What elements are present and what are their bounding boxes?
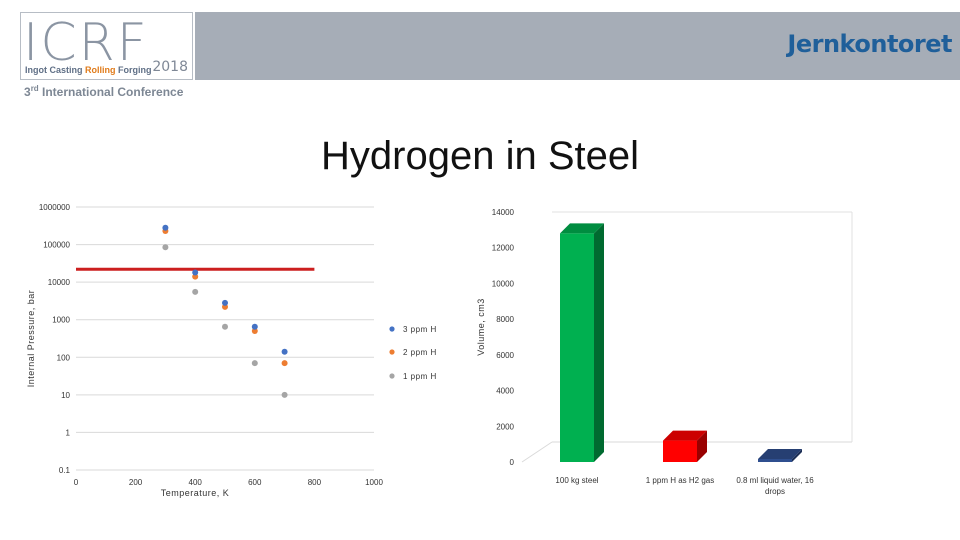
bar-front bbox=[663, 440, 697, 462]
conference-subtitle: 3rd International Conference bbox=[24, 84, 183, 99]
bar-category-label-line2: drops bbox=[765, 487, 785, 496]
scatter-y-tick-label: 0.1 bbox=[59, 466, 71, 475]
bar-side bbox=[792, 449, 802, 462]
scatter-y-axis-label: Internal Pressure, bar bbox=[26, 290, 36, 388]
logo-tagline: Ingot Casting Rolling Forging bbox=[25, 65, 152, 75]
scatter-y-tick-label: 10 bbox=[61, 391, 70, 400]
bar-floor-edge bbox=[521, 441, 553, 463]
logo-letters: ICRF bbox=[23, 13, 149, 73]
bar-front bbox=[758, 459, 792, 462]
bar-category-label: 0.8 ml liquid water, 16 bbox=[736, 476, 814, 485]
scatter-point bbox=[192, 288, 199, 295]
slide-title: Hydrogen in Steel bbox=[321, 134, 639, 178]
bar-y-tick-label: 8000 bbox=[496, 315, 514, 324]
bar-y-tick-label: 12000 bbox=[492, 244, 515, 253]
banner-background: Jernkontoret bbox=[195, 12, 960, 80]
conference-ordinal: rd bbox=[30, 84, 39, 93]
scatter-point bbox=[222, 323, 228, 330]
scatter-x-tick-label: 600 bbox=[248, 478, 262, 487]
logo-year: 2018 bbox=[152, 59, 188, 75]
bar-top bbox=[663, 430, 707, 441]
scatter-point bbox=[281, 391, 288, 398]
scatter-y-tick-label: 100000 bbox=[43, 241, 70, 250]
scatter-y-tick-label: 1 bbox=[66, 428, 71, 437]
bar-y-tick-label: 2000 bbox=[496, 422, 514, 431]
scatter-legend-label: 2 ppm H bbox=[403, 348, 437, 357]
bar-y-tick-label: 6000 bbox=[496, 351, 514, 360]
scatter-y-tick-label: 1000000 bbox=[39, 203, 71, 212]
bar-y-tick-label: 0 bbox=[510, 458, 515, 467]
bar-front bbox=[560, 233, 594, 462]
bar-y-axis-label: Volume, cm3 bbox=[476, 298, 486, 356]
scatter-x-tick-label: 200 bbox=[129, 478, 143, 487]
scatter-point bbox=[192, 269, 199, 276]
bar-side bbox=[594, 223, 604, 462]
scatter-point bbox=[162, 224, 169, 231]
scatter-point bbox=[281, 360, 288, 367]
conference-number: 3 bbox=[24, 85, 31, 99]
bar-y-tick-label: 10000 bbox=[492, 279, 515, 288]
tagline-part-3: Forging bbox=[115, 65, 152, 75]
header-banner: Jernkontoret ICRF 2018 Ingot Casting Rol… bbox=[0, 12, 960, 80]
scatter-legend-marker bbox=[389, 349, 395, 355]
bar-category-label: 100 kg steel bbox=[555, 476, 598, 485]
bar-top bbox=[560, 223, 604, 234]
scatter-y-tick-label: 1000 bbox=[52, 316, 70, 325]
scatter-point bbox=[251, 360, 258, 367]
scatter-legend-marker bbox=[389, 373, 395, 379]
scatter-point bbox=[251, 328, 258, 335]
scatter-point bbox=[192, 273, 199, 280]
bar-category-label: 1 ppm H as H2 gas bbox=[646, 476, 714, 485]
bar-y-tick-label: 14000 bbox=[492, 208, 515, 217]
scatter-point bbox=[251, 323, 258, 330]
scatter-x-tick-label: 800 bbox=[308, 478, 322, 487]
scatter-point bbox=[281, 348, 288, 355]
brand-logo: Jernkontoret bbox=[787, 30, 952, 58]
scatter-y-tick-label: 10000 bbox=[48, 278, 71, 287]
scatter-x-tick-label: 0 bbox=[74, 478, 79, 487]
bar-top bbox=[758, 449, 802, 459]
conference-name: International Conference bbox=[38, 85, 184, 99]
scatter-legend-label: 1 ppm H bbox=[403, 372, 437, 381]
scatter-x-axis-label: Temperature, K bbox=[161, 488, 230, 498]
scatter-x-tick-label: 1000 bbox=[365, 478, 383, 487]
scatter-point bbox=[162, 244, 169, 251]
conference-logo: ICRF 2018 Ingot Casting Rolling Forging bbox=[20, 12, 193, 80]
scatter-point bbox=[222, 299, 228, 306]
tagline-part-1: Ingot Casting bbox=[25, 65, 85, 75]
bar-y-tick-label: 4000 bbox=[496, 387, 514, 396]
scatter-legend-label: 3 ppm H bbox=[403, 325, 437, 334]
scatter-y-tick-label: 100 bbox=[57, 353, 71, 362]
bar-side bbox=[697, 430, 707, 462]
scatter-legend-marker bbox=[389, 326, 395, 332]
scatter-x-tick-label: 400 bbox=[189, 478, 203, 487]
tagline-part-2: Rolling bbox=[85, 65, 116, 75]
